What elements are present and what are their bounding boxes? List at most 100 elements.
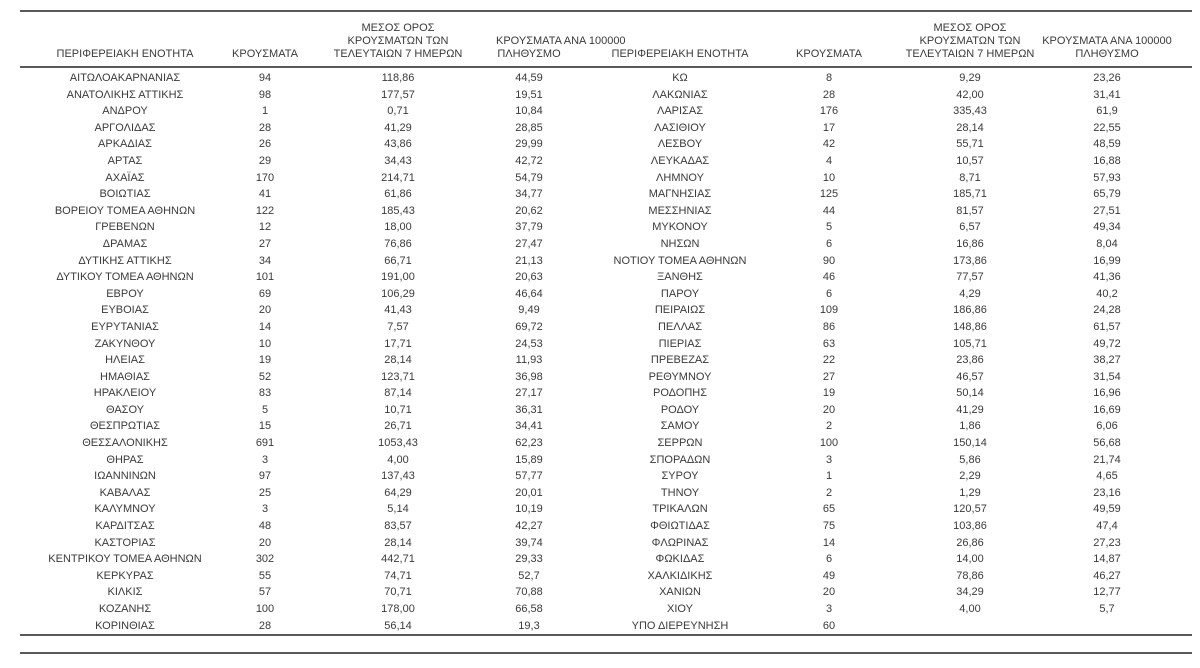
cases-cell: 63 <box>822 337 836 350</box>
column-header-region-right: ΠΕΡΙΦΕΡΕΙΑΚΗ ΕΝΟΤΗΤΑ <box>611 48 749 60</box>
region-cell: ΤΡΙΚΑΛΩΝ <box>652 503 708 516</box>
cases-cell: 60 <box>822 619 836 632</box>
column-group-gap <box>562 452 600 469</box>
region-cell: ΑΝΔΡΟΥ <box>102 105 148 118</box>
per100k-cell: 62,23 <box>515 437 543 450</box>
region-cell: ΣΕΡΡΩΝ <box>657 437 703 450</box>
column-header-cases-right: ΚΡΟΥΣΜΑΤΑ <box>796 48 862 60</box>
column-group-gap <box>562 618 600 635</box>
cases-cell: 41 <box>258 188 272 201</box>
column-group-gap <box>562 253 600 270</box>
avg7-cell: 106,29 <box>381 287 415 300</box>
region-cell: ΚΙΛΚΙΣ <box>107 586 143 599</box>
per100k-cell: 42,72 <box>515 154 543 167</box>
region-cell: ΧΑΛΚΙΔΙΚΗΣ <box>647 569 713 582</box>
table-row: ΚΑΡΔΙΤΣΑΣ 48 83,57 42,27 ΦΘΙΩΤΙΔΑΣ 75 103,86 47… <box>20 518 1192 535</box>
cases-cell: 3 <box>261 503 269 516</box>
avg7-cell: 123,71 <box>381 370 415 383</box>
region-cell: ΗΡΑΚΛΕΙΟΥ <box>93 387 157 400</box>
column-group-gap <box>562 601 600 618</box>
table-row: ΘΕΣΠΡΩΤΙΑΣ 15 26,71 34,41 ΣΑΜΟΥ 2 1,86 6,06 <box>20 418 1192 435</box>
avg7-cell: 50,14 <box>956 387 984 400</box>
table-row: ΑΝΑΤΟΛΙΚΗΣ ΑΤΤΙΚΗΣ 98 177,57 19,51 ΛΑΚΩΝΙΑΣ 2… <box>20 87 1192 104</box>
region-cell: ΡΟΔΟΠΗΣ <box>652 387 708 400</box>
per100k-cell: 65,79 <box>1093 188 1121 201</box>
region-cell: ΔΥΤΙΚΟΥ ΤΟΜΕΑ ΑΘΗΝΩΝ <box>56 271 194 284</box>
cases-cell: 170 <box>255 171 275 184</box>
column-group-gap <box>562 236 600 253</box>
avg7-cell: 42,00 <box>956 88 984 101</box>
avg7-cell: 0,71 <box>387 105 409 118</box>
per100k-cell: 20,63 <box>515 271 543 284</box>
avg7-cell: 17,71 <box>384 337 412 350</box>
per100k-cell: 20,62 <box>515 204 543 217</box>
table-bottom-border <box>20 634 1192 636</box>
table-row: ΑΡΤΑΣ 29 34,43 42,72 ΛΕΥΚΑΔΑΣ 4 10,57 16,88 <box>20 153 1192 170</box>
table-row: ΖΑΚΥΝΘΟΥ 10 17,71 24,53 ΠΙΕΡΙΑΣ 63 105,71 49,72 <box>20 336 1192 353</box>
avg7-cell: 34,43 <box>384 154 412 167</box>
column-group-gap <box>562 87 600 104</box>
cases-cell: 109 <box>819 304 839 317</box>
column-group-gap <box>562 302 600 319</box>
region-cell: ΙΩΑΝΝΙΝΩΝ <box>94 470 156 483</box>
avg7-cell: 1,29 <box>959 486 981 499</box>
avg7-cell: 34,29 <box>956 586 984 599</box>
region-cell: ΒΟΙΩΤΙΑΣ <box>99 188 151 201</box>
table-row: ΘΑΣΟΥ 5 10,71 36,31 ΡΟΔΟΥ 20 41,29 16,69 <box>20 402 1192 419</box>
region-cell: ΗΛΕΙΑΣ <box>105 354 145 367</box>
avg7-cell: 74,71 <box>384 569 412 582</box>
column-group-gap <box>562 70 600 87</box>
avg7-cell: 214,71 <box>381 171 415 184</box>
region-cell: ΤΗΝΟΥ <box>660 486 700 499</box>
region-cell: ΚΑΒΑΛΑΣ <box>99 486 151 499</box>
per100k-cell: 41,36 <box>1093 271 1121 284</box>
region-cell: ΘΑΣΟΥ <box>105 403 145 416</box>
cases-cell: 25 <box>258 486 272 499</box>
avg7-cell: 76,86 <box>384 237 412 250</box>
header-divider <box>20 66 1192 68</box>
column-group-gap <box>562 385 600 402</box>
per100k-cell: 66,58 <box>515 603 543 615</box>
table-row: ΑΡΓΟΛΙΔΑΣ 28 41,29 28,85 ΛΑΣΙΘΙΟΥ 17 28,14 22,5… <box>20 120 1192 137</box>
avg7-cell: 185,71 <box>953 188 987 201</box>
cases-cell: 5 <box>261 403 269 416</box>
cases-cell: 98 <box>258 88 272 101</box>
cases-cell: 100 <box>819 437 839 450</box>
table-row: ΚΟΖΑΝΗΣ 100 178,00 66,58 ΧΙΟΥ 3 4,00 5,7 <box>20 601 1192 618</box>
region-cell: ΑΡΤΑΣ <box>107 154 143 167</box>
column-header-per100k-right: ΚΡΟΥΣΜΑΤΑ ΑΝΑ 100000 ΠΛΗΘΥΣΜΟ <box>1042 35 1172 60</box>
per100k-cell: 69,72 <box>515 320 543 333</box>
column-group-gap <box>562 584 600 601</box>
cases-cell: 3 <box>261 453 269 466</box>
per100k-cell: 61,9 <box>1096 105 1118 118</box>
per100k-cell: 9,49 <box>518 304 540 317</box>
avg7-cell: 150,14 <box>953 437 987 450</box>
per100k-cell: 16,88 <box>1093 154 1121 167</box>
avg7-cell: 77,57 <box>956 271 984 284</box>
cases-cell: 34 <box>258 254 272 267</box>
region-cell: ΑΝΑΤΟΛΙΚΗΣ ΑΤΤΙΚΗΣ <box>66 88 184 101</box>
cases-cell: 97 <box>258 470 272 483</box>
per100k-cell <box>1042 618 1172 635</box>
cases-cell: 28 <box>822 88 836 101</box>
avg7-cell: 28,14 <box>956 121 984 134</box>
column-group-gap <box>562 551 600 568</box>
table-row: ΚΑΒΑΛΑΣ 25 64,29 20,01 ΤΗΝΟΥ 2 1,29 23,16 <box>20 485 1192 502</box>
avg7-cell: 66,71 <box>384 254 412 267</box>
avg7-cell: 87,14 <box>384 387 412 400</box>
table-row: ΓΡΕΒΕΝΩΝ 12 18,00 37,79 ΜΥΚΟΝΟΥ 5 6,57 49,34 <box>20 219 1192 236</box>
region-cell: ΣΥΡΟΥ <box>661 470 699 483</box>
per100k-cell: 16,96 <box>1093 387 1121 400</box>
cases-cell: 94 <box>258 72 272 84</box>
region-cell: ΚΟΡΙΝΘΙΑΣ <box>95 619 155 632</box>
cases-cell: 86 <box>822 320 836 333</box>
per100k-cell: 34,77 <box>515 188 543 201</box>
column-header-avg7-left: ΜΕΣΟΣ ΟΡΟΣ ΚΡΟΥΣΜΑΤΩΝ ΤΩΝ ΤΕΛΕΥΤΑΙΩΝ 7 Η… <box>333 22 463 60</box>
cases-cell: 27 <box>258 237 272 250</box>
region-cell: ΗΜΑΘΙΑΣ <box>100 370 150 383</box>
column-group-gap <box>562 535 600 552</box>
avg7-cell: 178,00 <box>381 603 415 615</box>
per100k-cell: 16,69 <box>1093 403 1121 416</box>
table-row: ΚΑΣΤΟΡΙΑΣ 20 28,14 39,74 ΦΛΩΡΙΝΑΣ 14 26,86 27,2… <box>20 535 1192 552</box>
region-cell: ΦΛΩΡΙΝΑΣ <box>651 536 709 549</box>
